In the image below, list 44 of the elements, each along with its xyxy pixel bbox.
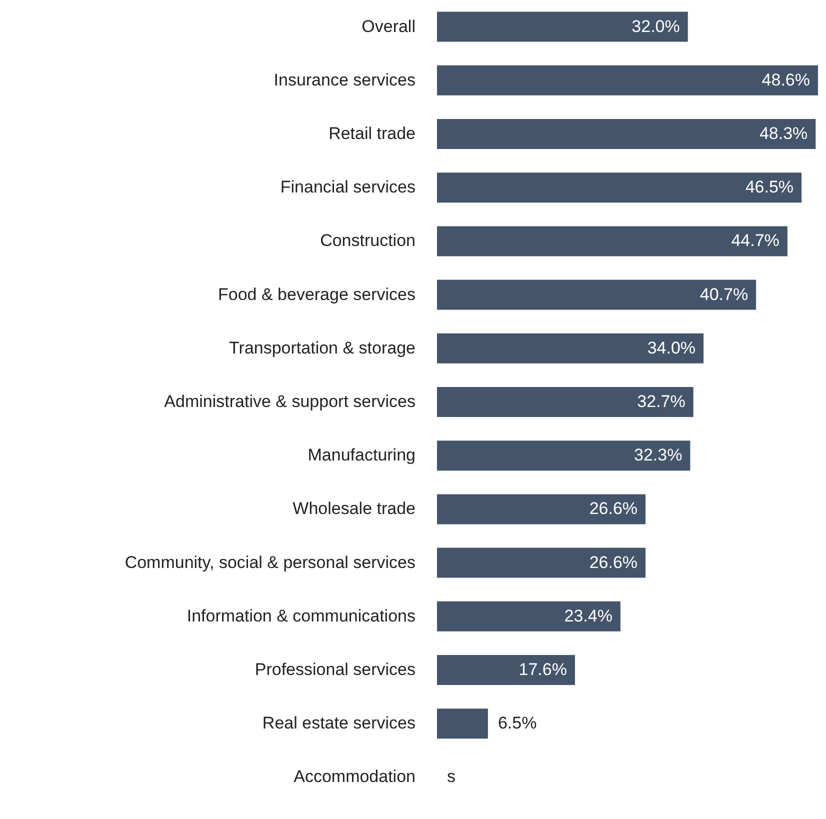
y-tick-label: Overall [362,16,416,36]
data-label: 17.6% [518,660,567,679]
y-tick-label: Insurance services [274,70,416,90]
data-label: 23.4% [564,606,612,626]
bar [437,440,690,471]
y-tick-label: Food & beverage services [218,284,416,304]
bar [437,494,646,524]
data-label: 26.6% [589,499,638,518]
bar [437,226,788,256]
data-label: 44.7% [731,231,780,250]
y-tick-label: Information & communications [186,606,416,626]
y-tick-label: Wholesale trade [292,499,416,518]
data-label: 46.5% [745,178,794,197]
data-label: 32.0% [632,16,680,36]
bar [437,654,575,686]
bar [437,386,694,418]
data-label: 26.6% [589,552,638,572]
data-label: 32.7% [637,392,686,411]
y-tick-label: Accommodation [294,767,416,786]
y-tick-label: Community, social & personal services [124,552,416,572]
data-label: 34.0% [647,338,696,358]
bar [437,280,756,310]
y-tick-label: Construction [320,231,416,250]
data-label: 48.6% [762,70,810,90]
bar [437,548,646,578]
bar [437,333,704,364]
bar [437,172,802,203]
bar [437,65,818,96]
text: s [447,767,456,786]
bar [437,12,688,42]
y-tick-label: Real estate services [262,714,416,733]
y-tick-label: Retail trade [328,124,416,143]
bar [437,601,620,632]
y-tick-label: Financial services [280,178,416,197]
data-label: 32.3% [634,446,682,465]
data-label: 40.7% [700,284,748,304]
y-tick-label: Manufacturing [308,446,416,465]
y-tick-label: Transportation & storage [229,338,416,358]
bar [437,708,488,739]
y-tick-label: Administrative & support services [164,392,416,411]
bar [437,118,816,150]
y-tick-label: Professional services [254,660,416,679]
data-label: 6.5% [498,714,537,733]
data-label: 48.3% [759,124,808,143]
